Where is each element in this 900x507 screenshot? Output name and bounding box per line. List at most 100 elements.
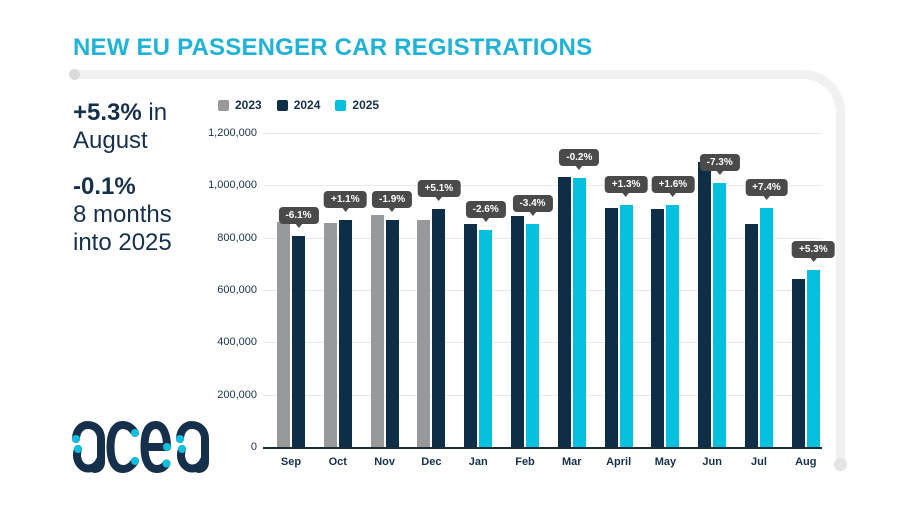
chart-legend: 2023 2024 2025 xyxy=(218,98,379,112)
bar-2024-April xyxy=(604,207,618,447)
yoy-change-label-Jan: -2.6% xyxy=(465,200,506,222)
bar-group-Jan: -2.6% xyxy=(464,200,506,447)
bar-2024-Oct xyxy=(338,220,352,447)
bar-2025-Jun xyxy=(713,182,727,447)
stat-august-suffix: in xyxy=(141,99,168,126)
legend-label-2025: 2025 xyxy=(352,98,380,112)
bar-2025-April xyxy=(619,204,633,447)
bar-2025-Aug xyxy=(806,269,820,447)
yoy-change-label-Sep: -6.1% xyxy=(278,206,319,228)
y-axis-label: 400,000 xyxy=(217,336,257,349)
legend-item-2023: 2023 xyxy=(218,98,262,112)
y-axis-label: 600,000 xyxy=(217,284,257,296)
frame-end-dot xyxy=(834,458,847,471)
bar-2024-Aug xyxy=(791,278,805,447)
yoy-change-label-April: +1.3% xyxy=(604,175,648,197)
bar-2024-Mar xyxy=(557,177,571,447)
bar-group-Nov: -1.9% xyxy=(370,190,413,447)
x-axis-label-Nov: Nov xyxy=(374,456,395,468)
plot-area: -6.1% Sep +1.1% Oct -1.9% Nov +5.1% Dec -2.6% Jan… xyxy=(263,133,835,468)
gridline xyxy=(263,133,822,134)
bar-2025-Feb xyxy=(526,223,539,447)
x-axis-label-Jul: Jul xyxy=(751,456,767,468)
frame-start-dot xyxy=(69,69,80,80)
x-axis-label-Jun: Jun xyxy=(702,456,722,468)
decorative-frame xyxy=(74,70,845,466)
acea-logo xyxy=(72,421,209,473)
bar-2024-May xyxy=(651,208,665,447)
x-axis-label-Jan: Jan xyxy=(468,456,488,468)
yoy-change-label-Feb: -3.4% xyxy=(512,194,553,216)
stat-august-value: +5.3% xyxy=(73,99,142,126)
acea-logo-letters xyxy=(72,421,209,473)
stat-ytd: -0.1% 8 months into 2025 xyxy=(73,173,223,257)
bar-group-Jul: +7.4% xyxy=(745,178,788,447)
legend-item-2025: 2025 xyxy=(335,98,379,112)
yoy-change-label-Mar: -0.2% xyxy=(559,148,600,170)
bar-2025-Mar xyxy=(572,177,586,447)
yoy-change-label-Dec: +5.1% xyxy=(417,179,461,201)
stat-august: +5.3% in August xyxy=(73,99,223,155)
y-axis-label: 200,000 xyxy=(217,388,257,401)
acea-logo-dots xyxy=(72,429,186,468)
legend-swatch-2024 xyxy=(276,99,288,111)
x-axis-label-April: April xyxy=(606,456,632,468)
bar-group-Sep: -6.1% xyxy=(277,206,319,447)
legend-swatch-2023 xyxy=(218,99,229,111)
legend-label-2023: 2023 xyxy=(235,98,262,112)
bar-group-April: +1.3% xyxy=(604,175,648,447)
bar-2024-Dec xyxy=(432,208,446,447)
bar-2023-Sep xyxy=(277,221,290,447)
x-axis-label-Feb: Feb xyxy=(515,456,535,468)
y-axis-label: 0 xyxy=(250,441,257,453)
x-axis-label-Mar: Mar xyxy=(562,456,582,468)
bar-group-May: +1.6% xyxy=(651,175,695,447)
bar-group-Mar: -0.2% xyxy=(557,148,600,447)
x-axis-label-May: May xyxy=(654,456,677,468)
bar-2024-Jan xyxy=(464,223,478,447)
bar-2024-Sep xyxy=(292,235,305,447)
yoy-change-label-Oct: +1.1% xyxy=(323,191,367,213)
bar-group-Aug: +5.3% xyxy=(791,240,835,447)
gridline xyxy=(263,447,822,449)
y-axis: 1,200,000 1,000,000 800,000 600,000 400,000 2… xyxy=(185,127,257,453)
x-axis-label-Sep: Sep xyxy=(280,456,302,468)
x-axis-label-Oct: Oct xyxy=(328,456,347,468)
bar-2023-Nov xyxy=(370,215,384,447)
bar-2024-Nov xyxy=(385,219,399,447)
bar-group-Feb: -3.4% xyxy=(511,194,553,447)
gridline xyxy=(263,185,822,187)
gridline xyxy=(263,342,822,344)
bar-2023-Dec xyxy=(417,220,431,447)
page-title: NEW EU PASSENGER CAR REGISTRATIONS xyxy=(73,34,593,61)
highlight-stats: +5.3% in August -0.1% 8 months into 2025 xyxy=(73,99,223,257)
stat-august-label: August xyxy=(73,127,148,154)
y-axis-label: 1,200,000 xyxy=(208,127,257,139)
bar-2024-Feb xyxy=(511,215,524,447)
yoy-change-label-Aug: +5.3% xyxy=(791,240,835,262)
y-axis-label: 1,000,000 xyxy=(208,179,257,192)
stat-ytd-value: -0.1% xyxy=(73,173,136,200)
x-axis-label-Aug: Aug xyxy=(795,456,817,468)
bar-2025-Jan xyxy=(479,229,493,447)
bar-2023-Oct xyxy=(323,223,337,447)
x-axis-label-Dec: Dec xyxy=(421,456,442,468)
bar-group-Dec: +5.1% xyxy=(417,179,461,447)
bar-2024-Jul xyxy=(745,224,758,447)
yoy-change-label-Jul: +7.4% xyxy=(745,178,788,200)
bar-2025-Jul xyxy=(760,207,773,447)
stat-ytd-line2: 8 months xyxy=(73,201,172,228)
bar-group-Oct: +1.1% xyxy=(323,191,367,447)
yoy-change-label-Nov: -1.9% xyxy=(372,190,413,212)
yoy-change-label-May: +1.6% xyxy=(651,175,695,197)
yoy-change-label-Jun: -7.3% xyxy=(699,153,740,175)
legend-swatch-2025 xyxy=(335,99,347,111)
legend-item-2024: 2024 xyxy=(276,98,320,112)
bar-2025-May xyxy=(666,204,680,447)
stat-ytd-line3: into 2025 xyxy=(73,229,172,256)
bar-2024-Jun xyxy=(698,162,712,447)
y-axis-label: 800,000 xyxy=(217,231,257,244)
gridline xyxy=(263,237,822,239)
bar-group-Jun: -7.3% xyxy=(698,153,740,447)
gridline xyxy=(263,394,822,396)
